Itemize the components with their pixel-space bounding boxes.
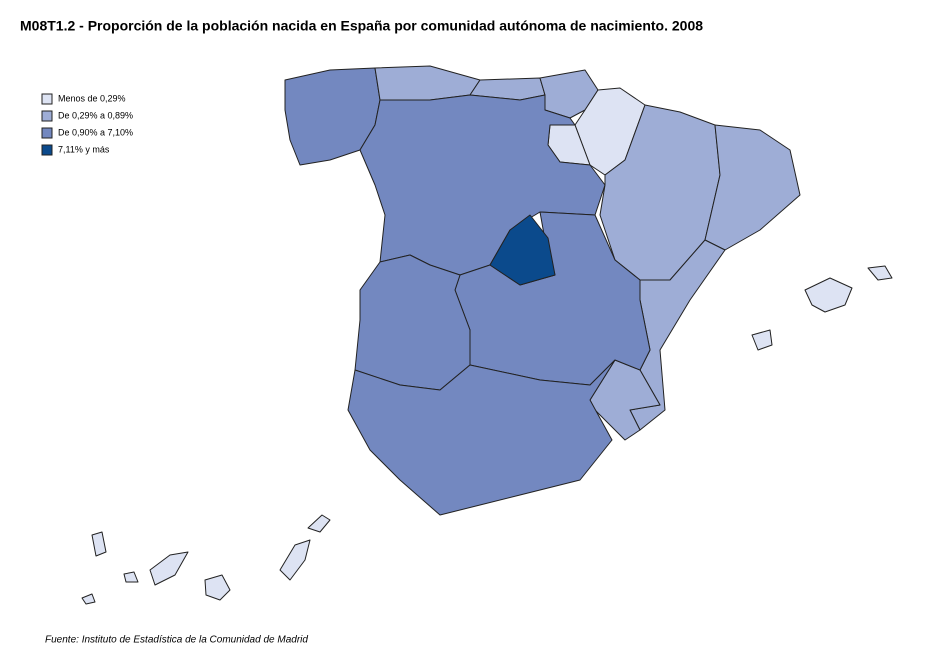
- legend-label: De 0,29% a 0,89%: [58, 110, 133, 120]
- region: [374, 65, 481, 101]
- region: [91, 531, 107, 557]
- region: [489, 214, 556, 286]
- legend-swatch: [41, 93, 53, 105]
- legend-swatch: [41, 127, 53, 139]
- region: [804, 277, 853, 313]
- region: [347, 359, 616, 516]
- legend: Menos de 0,29% De 0,29% a 0,89% De 0,90% a…: [41, 93, 133, 156]
- legend-label: De 0,90% a 7,10%: [58, 127, 133, 137]
- legend-swatch: [41, 144, 53, 156]
- legend-label: Menos de 0,29%: [58, 93, 126, 103]
- region: [149, 551, 189, 586]
- source: Fuente: Instituto de Estadística de la C…: [45, 635, 308, 646]
- regions: [81, 65, 893, 605]
- legend-swatch: [41, 110, 53, 122]
- title: M08T1.2 - Proporción de la población nac…: [20, 18, 703, 34]
- legend-label: 7,11% y más: [58, 144, 110, 154]
- region: [704, 124, 801, 251]
- region: [359, 94, 606, 276]
- region: [307, 514, 331, 533]
- region: [867, 265, 893, 281]
- region: [354, 254, 471, 391]
- region: [204, 574, 231, 601]
- region: [81, 593, 96, 605]
- region: [123, 571, 139, 583]
- region: [751, 329, 773, 351]
- region: [279, 539, 311, 581]
